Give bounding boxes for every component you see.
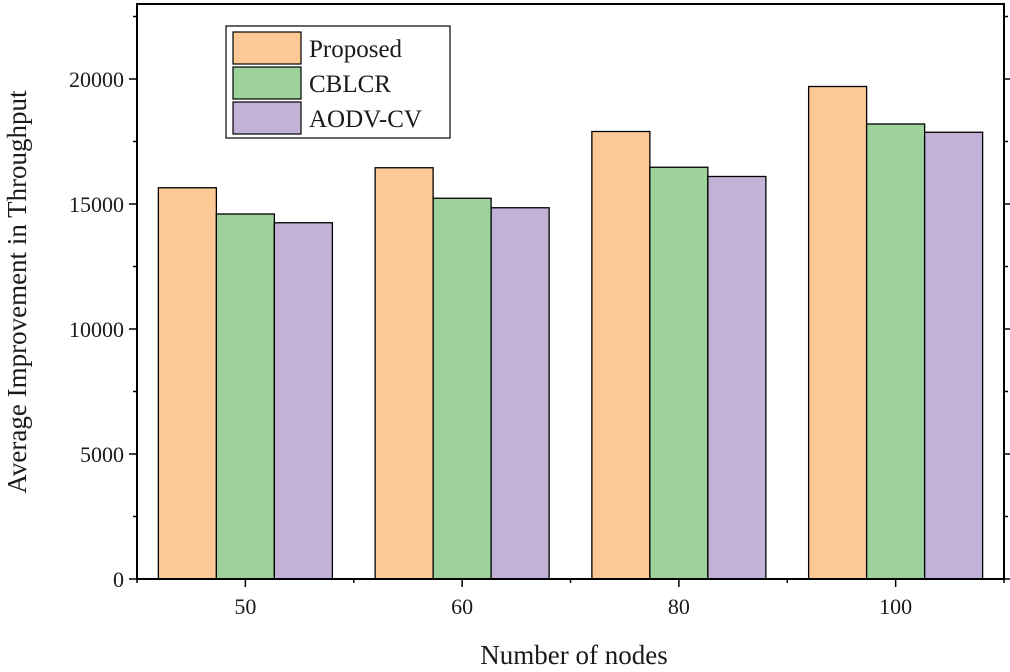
legend-label-proposed: Proposed bbox=[309, 36, 403, 63]
bar-aodv-cv-80 bbox=[707, 175, 767, 580]
legend: Proposed CBLCR AODV-CV bbox=[225, 25, 451, 139]
y-tick-label-10000: 10000 bbox=[69, 317, 124, 342]
bar-cblcr-50 bbox=[215, 213, 276, 580]
y-tick-label-15000: 15000 bbox=[69, 192, 124, 217]
x-tick-label-80: 80 bbox=[668, 594, 690, 619]
y-axis-title: Average Improvement in Throughput bbox=[2, 90, 32, 494]
bar-aodv-cv-100 bbox=[923, 131, 984, 580]
legend-swatch-cblcr bbox=[232, 66, 302, 100]
bar-cblcr-60 bbox=[432, 197, 492, 580]
bar-cblcr-80 bbox=[649, 166, 709, 580]
bar-aodv-cv-60 bbox=[490, 207, 550, 580]
legend-swatch-proposed bbox=[232, 31, 302, 65]
y-tick-label-20000: 20000 bbox=[69, 67, 124, 92]
x-tick-label-100: 100 bbox=[879, 594, 912, 619]
y-tick-label-5000: 5000 bbox=[80, 442, 124, 467]
x-tick-label-60: 60 bbox=[451, 594, 473, 619]
bar-proposed-80 bbox=[591, 130, 651, 580]
bar-proposed-100 bbox=[807, 85, 868, 580]
x-axis: 50 60 80 100 bbox=[136, 579, 1005, 619]
bar-aodv-cv-50 bbox=[273, 222, 334, 580]
legend-label-aodv-cv: AODV-CV bbox=[309, 106, 422, 133]
x-tick-label-50: 50 bbox=[234, 594, 256, 619]
x-axis-title: Number of nodes bbox=[480, 640, 667, 670]
legend-swatch-aodv-cv bbox=[232, 101, 302, 135]
y-tick-label-0: 0 bbox=[113, 567, 124, 592]
bar-cblcr-100 bbox=[865, 123, 926, 580]
legend-label-cblcr: CBLCR bbox=[309, 71, 391, 98]
y-axis: 0 5000 10000 15000 20000 bbox=[69, 15, 1010, 592]
bar-proposed-50 bbox=[157, 187, 218, 580]
bar-proposed-60 bbox=[374, 167, 434, 580]
bars-layer bbox=[157, 85, 984, 580]
